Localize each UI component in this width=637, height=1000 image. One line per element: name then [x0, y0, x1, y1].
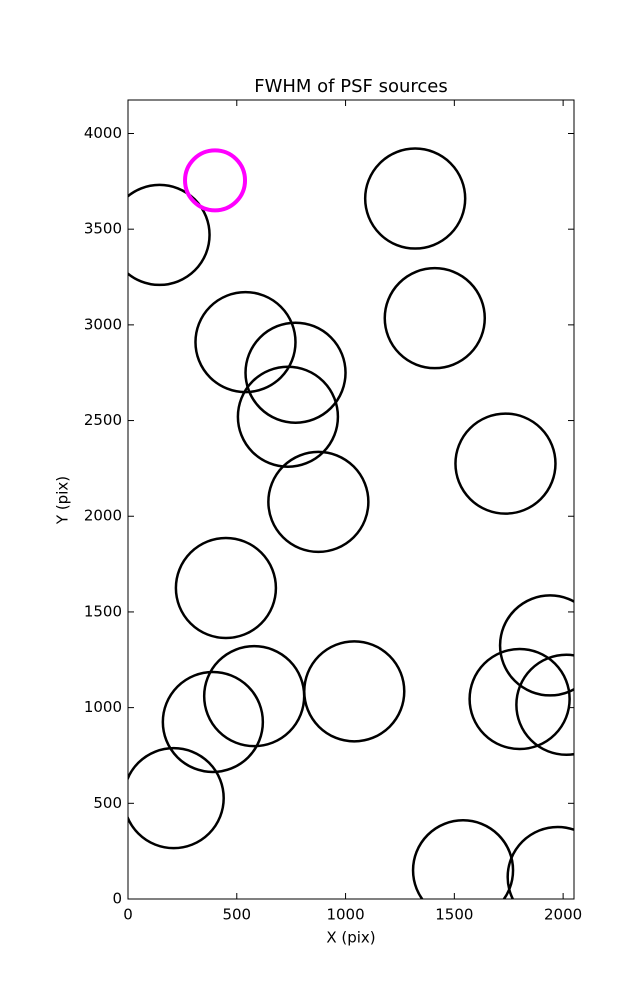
- y-tick-label: 1500: [84, 602, 122, 620]
- y-tick-label: 500: [93, 794, 122, 812]
- y-tick-label: 3500: [84, 220, 122, 238]
- y-tick-label: 1000: [84, 698, 122, 716]
- y-tick-label: 4000: [84, 124, 122, 142]
- source-circle: [244, 321, 347, 424]
- source-circle: [363, 147, 467, 250]
- source-circle: [161, 670, 265, 774]
- y-tick-label: 2000: [84, 507, 122, 525]
- y-tick-label: 2500: [84, 411, 122, 429]
- y-tick-label: 0: [112, 890, 122, 908]
- source-circle: [128, 746, 225, 850]
- plot-area: [128, 147, 574, 899]
- source-circle: [267, 450, 370, 554]
- y-axis-label: Y (pix): [54, 476, 72, 525]
- x-tick-label: 1000: [326, 906, 364, 924]
- source-circle: [454, 412, 557, 515]
- x-axis-label: X (pix): [326, 929, 375, 947]
- source-circle: [128, 183, 211, 287]
- source-circle: [468, 647, 571, 751]
- source-circle: [202, 644, 306, 748]
- x-tick-label: 2000: [544, 906, 582, 924]
- source-circle: [236, 365, 340, 468]
- source-circle: [303, 640, 406, 743]
- source-circle: [411, 819, 515, 899]
- source-circle: [174, 536, 278, 640]
- source-circle: [383, 266, 487, 370]
- chart-title: FWHM of PSF sources: [254, 76, 448, 97]
- y-tick-label: 3000: [84, 315, 122, 333]
- source-circle: [498, 594, 574, 697]
- source-circle: [183, 148, 248, 213]
- x-tick-label: 1500: [435, 906, 473, 924]
- source-circle: [506, 825, 574, 899]
- x-tick-label: 0: [123, 906, 133, 924]
- source-circle: [515, 653, 574, 756]
- plot-frame: [127, 99, 575, 900]
- x-tick-label: 500: [222, 906, 251, 924]
